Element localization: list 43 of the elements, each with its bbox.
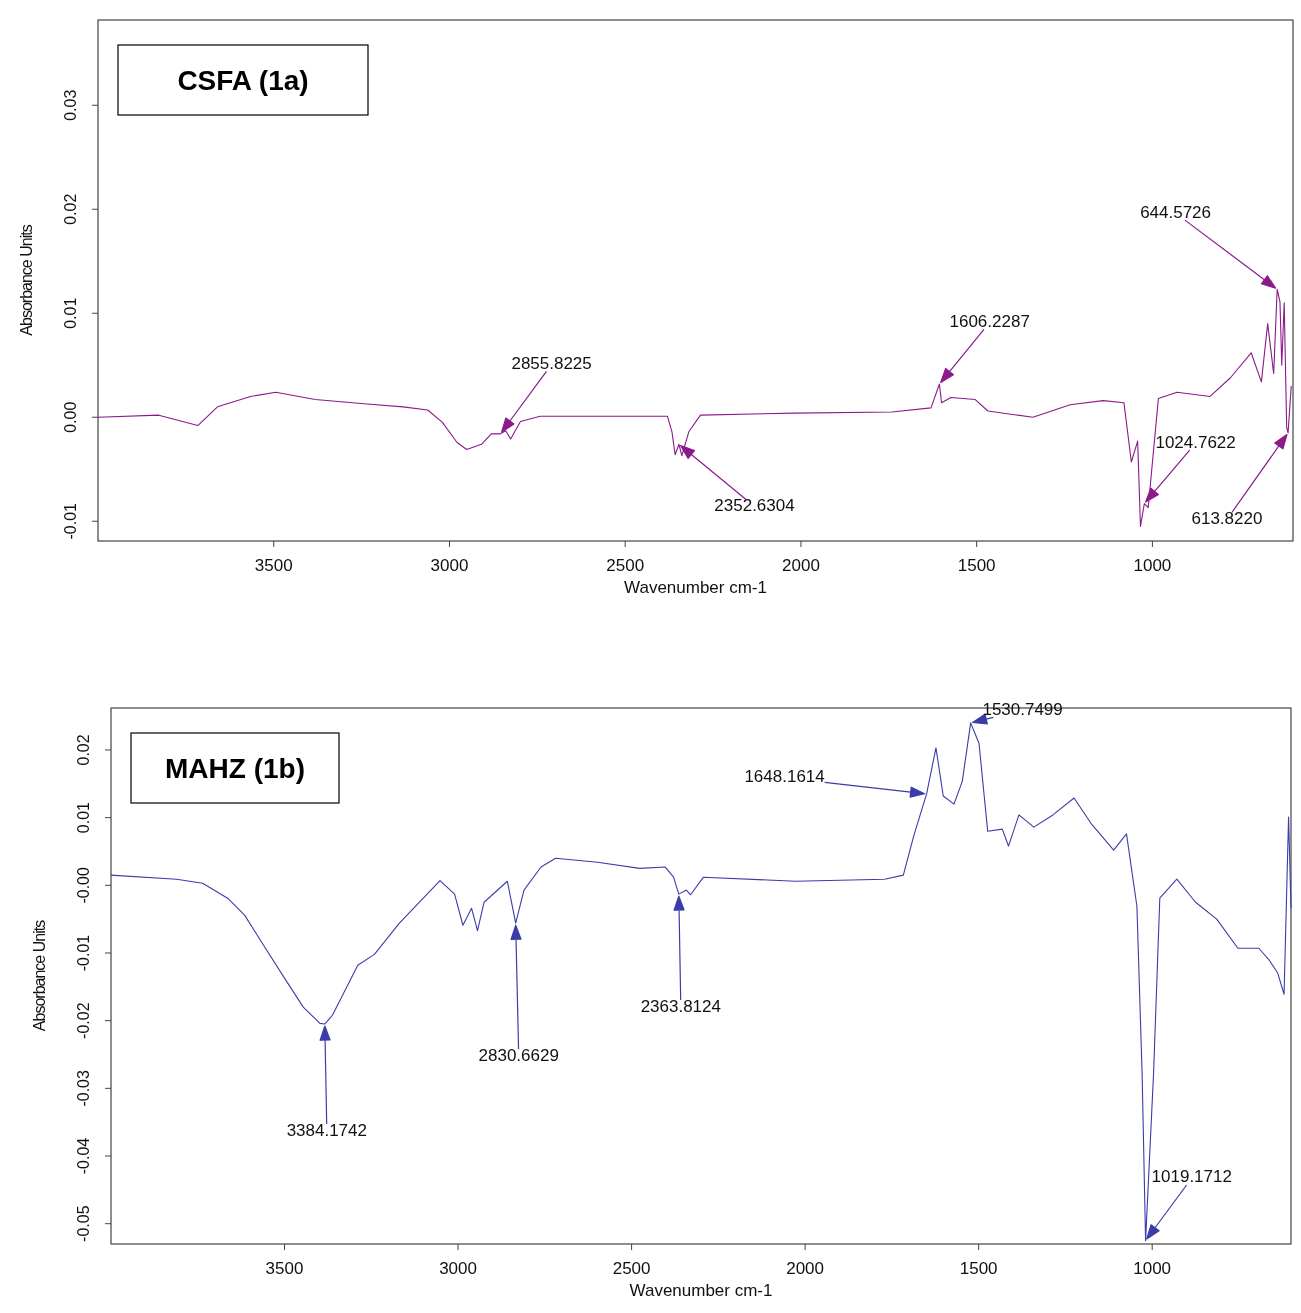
y-tick-label: 0.01 — [62, 297, 79, 329]
annotation: 1024.7622 — [1155, 432, 1236, 452]
y-tick-label: 0.03 — [62, 89, 79, 121]
y-tick-label: -0.01 — [62, 502, 79, 540]
x-tick-label: 1000 — [1133, 1259, 1172, 1278]
annotation: 3384.1742 — [286, 1120, 368, 1140]
x-axis-title: Wavenumber cm-1 — [629, 1281, 773, 1300]
x-tick-label: 3000 — [439, 1259, 477, 1278]
y-tick-label: -0.00 — [75, 866, 92, 904]
annotation: 1019.1712 — [1151, 1167, 1232, 1187]
x-tick-label: 2000 — [786, 1259, 825, 1278]
y-tick-label: 0.00 — [62, 401, 79, 433]
x-tick-label: 2000 — [782, 556, 820, 575]
annotation: 1606.2287 — [949, 311, 1030, 331]
x-tick-label: 3500 — [254, 556, 293, 575]
x-tick-label: 1500 — [957, 556, 996, 575]
y-tick-label: 0.02 — [75, 734, 92, 766]
annotation: 644.5726 — [1140, 202, 1212, 222]
y-tick-label: -0.04 — [75, 1137, 92, 1175]
annotation: 1530.7499 — [982, 699, 1063, 719]
annotation: 2830.6629 — [478, 1045, 559, 1065]
x-tick-label: 3500 — [265, 1259, 304, 1278]
y-axis-title: Absorbance Units — [18, 224, 35, 336]
annotation: 2855.8225 — [511, 353, 592, 373]
y-tick-label: -0.03 — [75, 1070, 92, 1107]
x-tick-label: 2500 — [606, 556, 645, 575]
x-axis-title: Wavenumber cm-1 — [624, 578, 767, 597]
y-tick-label: -0.01 — [75, 934, 92, 972]
y-tick-label: -0.05 — [75, 1205, 92, 1242]
annotation: 2363.8124 — [640, 996, 722, 1016]
annotation: 2352.6304 — [714, 496, 795, 516]
y-tick-label: 0.02 — [62, 193, 79, 225]
x-tick-label: 1500 — [959, 1259, 998, 1278]
text: MAHZ (1b) — [165, 753, 305, 784]
x-tick-label: 3000 — [430, 556, 469, 575]
x-tick-label: 1000 — [1133, 556, 1172, 575]
text: CSFA (1a) — [177, 65, 309, 96]
y-tick-label: 0.01 — [75, 801, 92, 834]
y-axis-title: Absorbance Units — [31, 919, 48, 1032]
annotation: 1648.1614 — [744, 767, 825, 787]
y-tick-label: -0.02 — [75, 1002, 92, 1039]
annotation: 613.8220 — [1191, 508, 1263, 528]
x-tick-label: 2500 — [612, 1259, 651, 1278]
